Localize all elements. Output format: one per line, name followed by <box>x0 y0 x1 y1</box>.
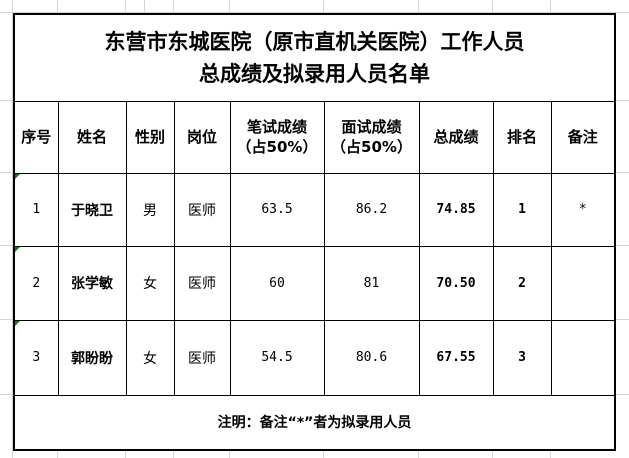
cell-gender[interactable]: 女 <box>125 319 175 396</box>
cell-gender[interactable]: 男 <box>125 172 175 247</box>
cell-interview[interactable]: 86.2 <box>323 172 420 247</box>
page-title[interactable]: 东营市东城医院（原市直机关医院）工作人员 总成绩及拟录用人员名单 <box>15 15 614 102</box>
cell-written[interactable]: 54.5 <box>229 319 325 396</box>
cell-interview[interactable]: 81 <box>323 245 420 321</box>
header-written[interactable]: 笔试成绩 （占50%） <box>229 100 325 174</box>
cell-rank[interactable]: 1 <box>492 172 552 247</box>
seq-value: 1 <box>32 202 41 217</box>
header-seq[interactable]: 序号 <box>15 100 59 174</box>
title-line-1: 东营市东城医院（原市直机关医院）工作人员 <box>104 29 525 54</box>
results-table-container: 东营市东城医院（原市直机关医院）工作人员 总成绩及拟录用人员名单 序号 姓名 性… <box>13 13 616 451</box>
header-interview-title: 面试成绩 <box>341 118 402 136</box>
cell-name[interactable]: 张学敏 <box>57 245 127 321</box>
cell-written[interactable]: 63.5 <box>229 172 325 247</box>
header-gender[interactable]: 性别 <box>125 100 175 174</box>
cell-marker-icon <box>15 320 20 326</box>
cell-marker-icon <box>15 246 20 252</box>
header-row: 序号 姓名 性别 岗位 笔试成绩 （占50%） 面试成绩 （占50%） 总成绩 排名… <box>15 100 614 174</box>
seq-value: 2 <box>32 275 41 291</box>
cell-position[interactable]: 医师 <box>173 319 231 396</box>
footer-row: 注明：备注“*”者为拟录用人员 <box>15 394 614 449</box>
header-name[interactable]: 姓名 <box>57 100 127 174</box>
cell-written[interactable]: 60 <box>229 245 325 321</box>
results-table: 东营市东城医院（原市直机关医院）工作人员 总成绩及拟录用人员名单 序号 姓名 性… <box>15 15 614 449</box>
table-row: 1 于晓卫 男 医师 63.5 86.2 74.85 1 * <box>15 172 614 247</box>
table-row: 3 郭盼盼 女 医师 54.5 80.6 67.55 3 <box>15 319 614 396</box>
footer-note[interactable]: 注明：备注“*”者为拟录用人员 <box>15 394 614 449</box>
header-interview[interactable]: 面试成绩 （占50%） <box>323 100 420 174</box>
cell-note[interactable]: * <box>550 172 614 247</box>
cell-total[interactable]: 70.50 <box>418 245 494 321</box>
cell-name[interactable]: 郭盼盼 <box>57 319 127 396</box>
cell-seq[interactable]: 3 <box>15 319 59 396</box>
cell-position[interactable]: 医师 <box>173 245 231 321</box>
header-rank[interactable]: 排名 <box>492 100 552 174</box>
cell-total[interactable]: 74.85 <box>418 172 494 247</box>
gridline <box>12 0 13 458</box>
table-row: 2 张学敏 女 医师 60 81 70.50 2 <box>15 245 614 321</box>
seq-value: 3 <box>32 350 41 365</box>
cell-marker-icon <box>15 173 20 179</box>
title-line-2: 总成绩及拟录用人员名单 <box>199 61 430 86</box>
cell-seq[interactable]: 1 <box>15 172 59 247</box>
header-written-weight: （占50%） <box>236 138 318 156</box>
gridline <box>144 0 145 13</box>
cell-name[interactable]: 于晓卫 <box>57 172 127 247</box>
cell-rank[interactable]: 2 <box>492 245 552 321</box>
cell-note[interactable] <box>550 319 614 396</box>
header-position[interactable]: 岗位 <box>173 100 231 174</box>
cell-position[interactable]: 医师 <box>173 172 231 247</box>
gridline <box>0 12 629 13</box>
cell-total[interactable]: 67.55 <box>418 319 494 396</box>
header-note[interactable]: 备注 <box>550 100 614 174</box>
cell-gender[interactable]: 女 <box>125 245 175 321</box>
cell-interview[interactable]: 80.6 <box>323 319 420 396</box>
header-written-title: 笔试成绩 <box>246 118 307 136</box>
header-interview-weight: （占50%） <box>331 138 412 156</box>
cell-rank[interactable]: 3 <box>492 319 552 396</box>
cell-seq[interactable]: 2 <box>15 245 59 321</box>
cell-note[interactable] <box>550 245 614 321</box>
header-total[interactable]: 总成绩 <box>418 100 494 174</box>
